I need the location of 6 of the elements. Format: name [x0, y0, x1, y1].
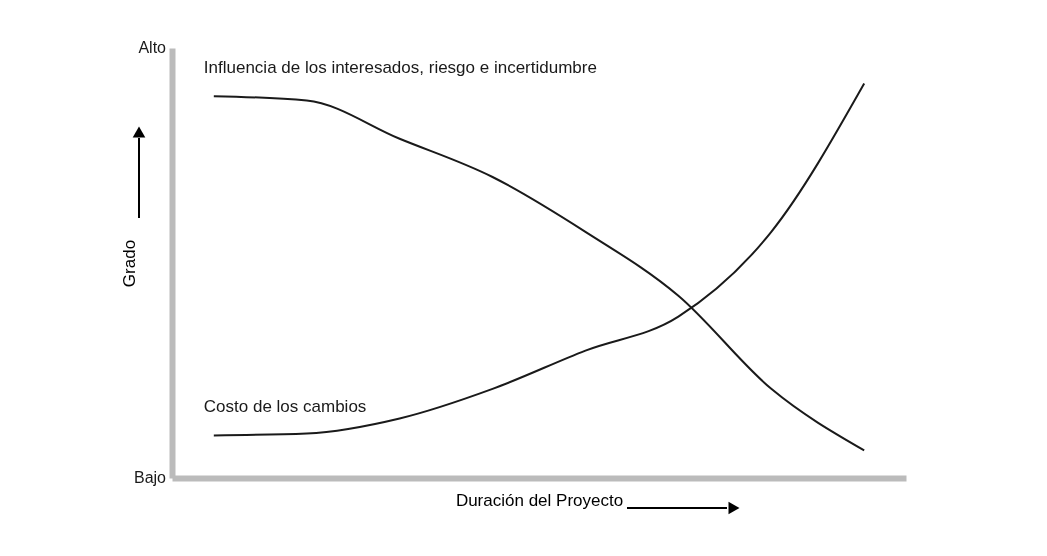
y-axis-title: Grado: [119, 239, 139, 288]
series-label: Costo de los cambios: [203, 397, 367, 417]
x-axis-title: Duración del Proyecto: [455, 490, 624, 510]
text: Alto: [138, 39, 167, 56]
text: Bajo: [133, 469, 167, 486]
series-label: Influencia de los interesados, riesgo e incertidumbre: [203, 58, 597, 78]
